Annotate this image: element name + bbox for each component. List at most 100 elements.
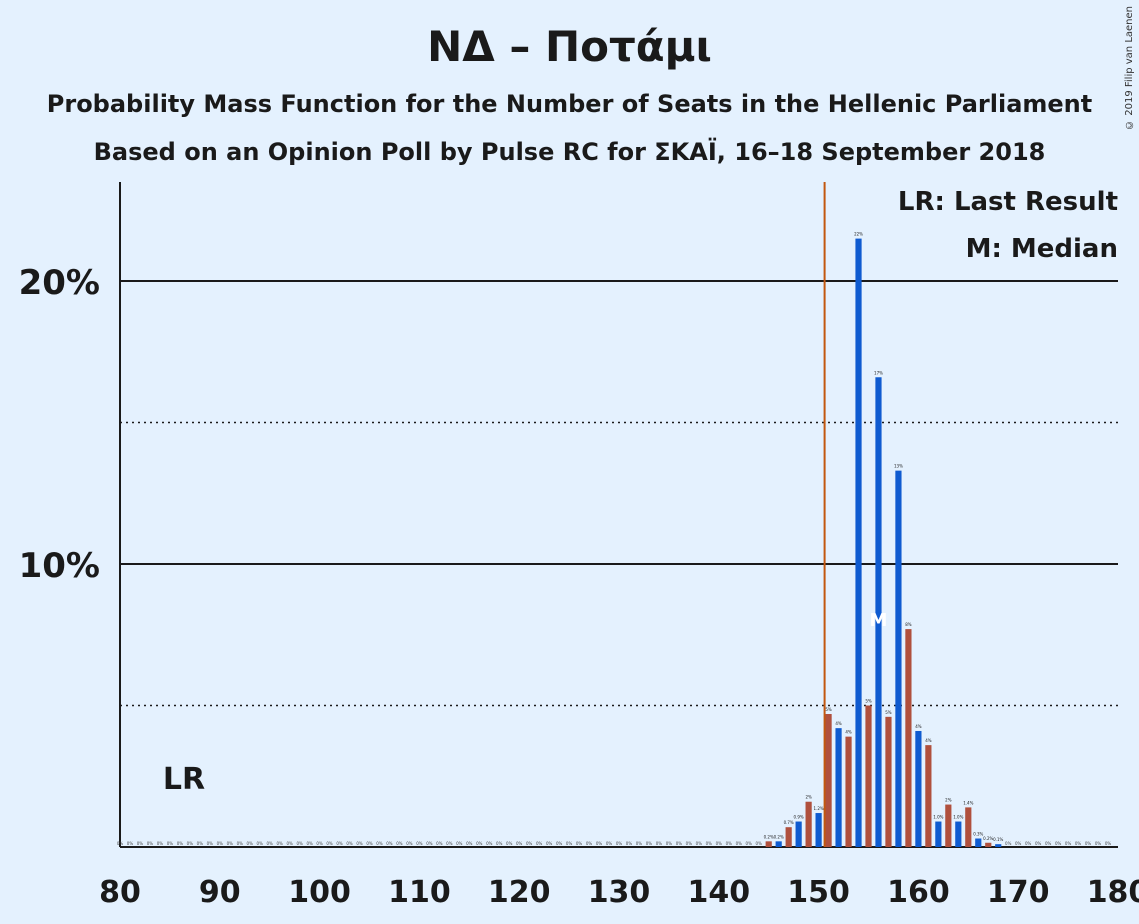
x-tick-label: 110 bbox=[388, 875, 451, 910]
bar-value-label: 0% bbox=[386, 841, 393, 846]
bar bbox=[775, 841, 782, 847]
bar-value-label: 0% bbox=[586, 841, 593, 846]
bar bbox=[955, 821, 962, 847]
bar-value-label: 0% bbox=[406, 841, 413, 846]
bar bbox=[975, 838, 982, 847]
bar bbox=[785, 827, 792, 847]
bar-value-label: 0% bbox=[127, 841, 134, 846]
bar bbox=[875, 377, 882, 847]
bar-value-label: 0% bbox=[696, 841, 703, 846]
bar-value-label: 0% bbox=[666, 841, 673, 846]
bar-value-label: 0% bbox=[456, 841, 463, 846]
bar bbox=[905, 629, 912, 847]
x-tick-label: 90 bbox=[199, 875, 241, 910]
bar-value-label: 0% bbox=[356, 841, 363, 846]
bar-value-label: 0% bbox=[1095, 841, 1102, 846]
x-tick-label: 80 bbox=[99, 875, 141, 910]
bar-value-label: 4% bbox=[835, 721, 842, 726]
bar bbox=[935, 821, 942, 847]
bar-value-label: 4% bbox=[845, 730, 852, 735]
bar-value-label: 0% bbox=[516, 841, 523, 846]
bar-value-label: 0% bbox=[636, 841, 643, 846]
bar bbox=[995, 844, 1002, 847]
bar-value-label: 0% bbox=[296, 841, 303, 846]
bar-value-label: 0% bbox=[1105, 841, 1112, 846]
bar-value-label: 0% bbox=[426, 841, 433, 846]
bar-value-label: 0% bbox=[616, 841, 623, 846]
bar-value-label: 0% bbox=[416, 841, 423, 846]
bar-value-label: 0% bbox=[396, 841, 403, 846]
bar-value-label: 0% bbox=[446, 841, 453, 846]
bar bbox=[895, 470, 902, 847]
bar-value-label: 0% bbox=[187, 841, 194, 846]
bar-value-label: 0% bbox=[496, 841, 503, 846]
y-tick-label: 20% bbox=[19, 263, 100, 303]
bar-value-label: 0% bbox=[217, 841, 224, 846]
bar-value-label: 0% bbox=[436, 841, 443, 846]
bar-value-label: 0.7% bbox=[784, 820, 794, 825]
bar-value-label: 0% bbox=[686, 841, 693, 846]
bar bbox=[865, 705, 872, 847]
bar-value-label: 0% bbox=[177, 841, 184, 846]
bar-value-label: 0% bbox=[137, 841, 144, 846]
chart-subtitle-2: Based on an Opinion Poll by Pulse RC for… bbox=[93, 138, 1046, 166]
legend-median: M: Median bbox=[966, 234, 1118, 264]
bar-value-label: 0% bbox=[1055, 841, 1062, 846]
bar-value-label: 0% bbox=[1035, 841, 1042, 846]
bar-value-label: 2% bbox=[805, 795, 812, 800]
bar-value-label: 0% bbox=[606, 841, 613, 846]
bar-value-label: 0% bbox=[1085, 841, 1092, 846]
bar bbox=[945, 804, 952, 847]
x-tick-label: 120 bbox=[488, 875, 551, 910]
bar-value-label: 0% bbox=[326, 841, 333, 846]
bar bbox=[845, 736, 852, 847]
bar bbox=[825, 714, 832, 847]
bar-value-label: 0% bbox=[197, 841, 204, 846]
bar-value-label: 0% bbox=[336, 841, 343, 846]
bar-value-label: 0% bbox=[676, 841, 683, 846]
chart-subtitle-1: Probability Mass Function for the Number… bbox=[46, 90, 1093, 118]
bar-value-label: 0% bbox=[376, 841, 383, 846]
bar-value-label: 1.2% bbox=[814, 806, 824, 811]
bar-value-label: 1.4% bbox=[963, 800, 973, 805]
bar-value-label: 0% bbox=[277, 841, 284, 846]
bar-value-label: 0% bbox=[466, 841, 473, 846]
bar-value-label: 0% bbox=[716, 841, 723, 846]
bar-value-label: 0% bbox=[526, 841, 533, 846]
bar-value-label: 4% bbox=[915, 724, 922, 729]
bar-value-label: 0% bbox=[257, 841, 264, 846]
x-tick-label: 130 bbox=[588, 875, 651, 910]
bar-value-label: 0% bbox=[566, 841, 573, 846]
x-tick-label: 180 bbox=[1087, 875, 1139, 910]
bar-value-label: 0% bbox=[147, 841, 154, 846]
bar-value-label: 22% bbox=[854, 232, 863, 237]
bar-value-label: 0% bbox=[366, 841, 373, 846]
bar-value-label: 5% bbox=[865, 699, 872, 704]
bar-value-label: 0% bbox=[476, 841, 483, 846]
median-marker: M bbox=[870, 610, 888, 631]
bar-value-label: 0.9% bbox=[794, 815, 804, 820]
bar bbox=[965, 807, 972, 847]
bar-value-label: 0% bbox=[556, 841, 563, 846]
bar-value-label: 0% bbox=[167, 841, 174, 846]
bar-value-label: 0% bbox=[736, 841, 743, 846]
bar bbox=[815, 813, 822, 847]
x-tick-label: 160 bbox=[887, 875, 950, 910]
bar-value-label: 0% bbox=[1045, 841, 1052, 846]
bar-value-label: 0% bbox=[157, 841, 164, 846]
bar-value-label: 0% bbox=[626, 841, 633, 846]
bar bbox=[765, 841, 772, 847]
bar bbox=[885, 716, 892, 847]
last-result-label: LR bbox=[163, 762, 205, 797]
bar-value-label: 0% bbox=[346, 841, 353, 846]
bar-value-label: 0% bbox=[247, 841, 254, 846]
bar-value-label: 0% bbox=[746, 841, 753, 846]
bar bbox=[795, 821, 802, 847]
bar-value-label: 0% bbox=[1025, 841, 1032, 846]
bar bbox=[835, 728, 842, 847]
bar-value-label: 0% bbox=[1065, 841, 1072, 846]
bar-value-label: 0% bbox=[706, 841, 713, 846]
y-tick-label: 10% bbox=[19, 546, 100, 586]
bar-value-label: 0% bbox=[536, 841, 543, 846]
bar-value-label: 0% bbox=[506, 841, 513, 846]
